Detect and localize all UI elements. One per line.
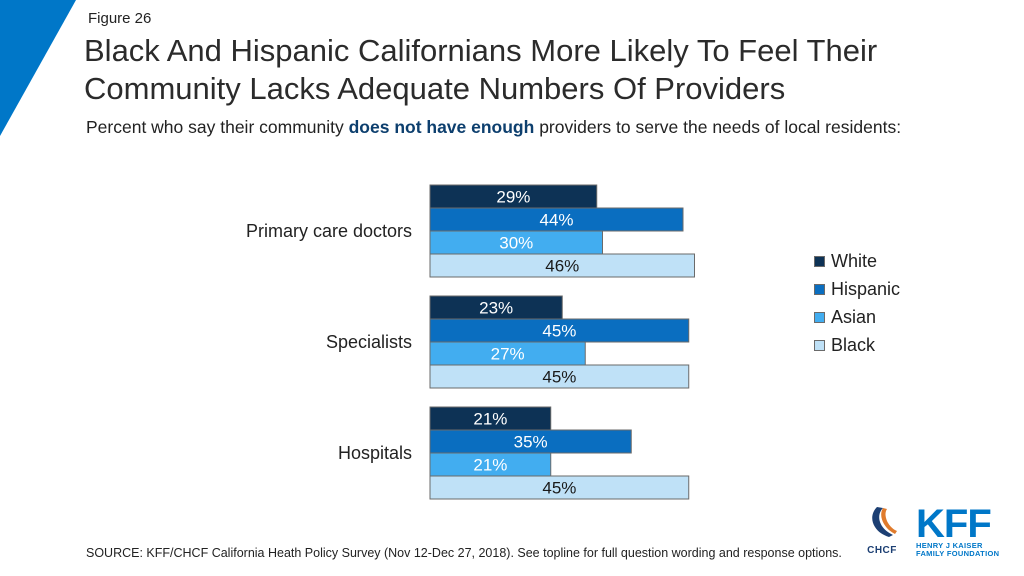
chart-legend: White Hispanic Asian Black bbox=[814, 247, 900, 359]
data-label: 23% bbox=[479, 299, 513, 318]
chart-title: Black And Hispanic Californians More Lik… bbox=[84, 33, 878, 106]
category-label: Primary care doctors bbox=[246, 221, 412, 241]
legend-item: Black bbox=[814, 331, 900, 359]
data-label: 45% bbox=[542, 322, 576, 341]
category-label: Hospitals bbox=[338, 443, 412, 463]
legend-swatch bbox=[814, 283, 825, 295]
data-label: 44% bbox=[539, 211, 573, 230]
bar-black bbox=[429, 475, 690, 500]
chcf-logo-mark-icon bbox=[872, 507, 897, 537]
subtitle-highlight: does not have enough bbox=[348, 117, 535, 137]
legend-label: White bbox=[831, 250, 878, 271]
category-label: Specialists bbox=[326, 332, 412, 352]
data-label: 27% bbox=[491, 345, 525, 364]
kff-logo-subtext-1: HENRY J KAISER bbox=[916, 541, 983, 550]
legend-item: White bbox=[814, 247, 900, 275]
legend-label: Asian bbox=[831, 306, 877, 327]
kff-logo-text: KFF bbox=[916, 502, 992, 546]
legend-item: Asian bbox=[814, 303, 900, 331]
data-label: 21% bbox=[473, 456, 507, 475]
kff-logo: KFF HENRY J KAISER FAMILY FOUNDATION bbox=[916, 502, 1016, 558]
bar-black bbox=[429, 253, 695, 278]
legend-label: Black bbox=[831, 334, 876, 355]
source-note: SOURCE: KFF/CHCF California Heath Policy… bbox=[86, 546, 842, 560]
subtitle-part-1: Percent who say their community bbox=[86, 117, 349, 137]
data-label: 29% bbox=[496, 188, 530, 207]
data-label: 45% bbox=[542, 368, 576, 387]
legend-item: Hispanic bbox=[814, 275, 900, 303]
chcf-logo-text: CHCF bbox=[867, 545, 897, 556]
figure-label: Figure 26 bbox=[88, 10, 152, 27]
subtitle-part-2: providers to serve the needs of local re… bbox=[534, 117, 902, 137]
data-label: 46% bbox=[545, 257, 579, 276]
legend-label: Hispanic bbox=[831, 278, 901, 299]
bar-black bbox=[429, 364, 690, 389]
data-label: 21% bbox=[473, 410, 507, 429]
chart-subtitle: Percent who say their community does not… bbox=[86, 117, 901, 138]
data-label: 35% bbox=[514, 433, 548, 452]
kff-logo-subtext-2: FAMILY FOUNDATION bbox=[916, 549, 1000, 558]
data-label: 45% bbox=[542, 479, 576, 498]
legend-swatch bbox=[814, 311, 825, 323]
legend-swatch bbox=[814, 339, 825, 351]
chcf-logo: CHCF bbox=[858, 505, 906, 556]
data-label: 30% bbox=[499, 234, 533, 253]
legend-swatch bbox=[814, 255, 825, 267]
corner-accent-shape bbox=[0, 0, 76, 136]
